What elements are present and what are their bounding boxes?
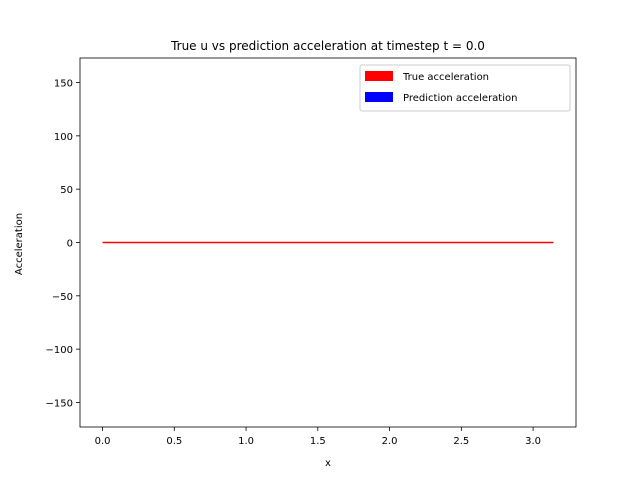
x-axis-ticks: 0.0 0.5 1.0 1.5 2.0 2.5 3.0 [95, 427, 541, 447]
x-tick-label: 0.0 [95, 436, 111, 447]
legend-swatch [365, 71, 393, 81]
y-tick-label: 0 [67, 239, 73, 250]
y-tick-label: −50 [52, 292, 73, 303]
y-tick-label: 50 [60, 185, 73, 196]
legend-box [359, 64, 571, 112]
x-tick-label: 2.0 [382, 436, 398, 447]
chart-title: True u vs prediction acceleration at tim… [170, 39, 485, 53]
x-axis-label: x [325, 458, 331, 469]
y-tick-label: −150 [46, 398, 73, 409]
x-tick-label: 2.5 [453, 436, 469, 447]
y-axis-label: Acceleration [14, 213, 25, 275]
legend: True acceleration Prediction acceleration [359, 64, 571, 112]
y-tick-label: −100 [46, 345, 73, 356]
y-tick-label: 150 [54, 79, 73, 90]
y-axis-ticks: −150 −100 −50 0 50 100 150 [46, 79, 80, 409]
x-tick-label: 3.0 [525, 436, 541, 447]
legend-label: True acceleration [402, 72, 489, 83]
x-tick-label: 1.5 [310, 436, 326, 447]
x-tick-label: 1.0 [238, 436, 254, 447]
legend-swatch [365, 92, 393, 102]
legend-label: Prediction acceleration [403, 93, 517, 104]
y-tick-label: 100 [54, 132, 73, 143]
x-tick-label: 0.5 [166, 436, 182, 447]
